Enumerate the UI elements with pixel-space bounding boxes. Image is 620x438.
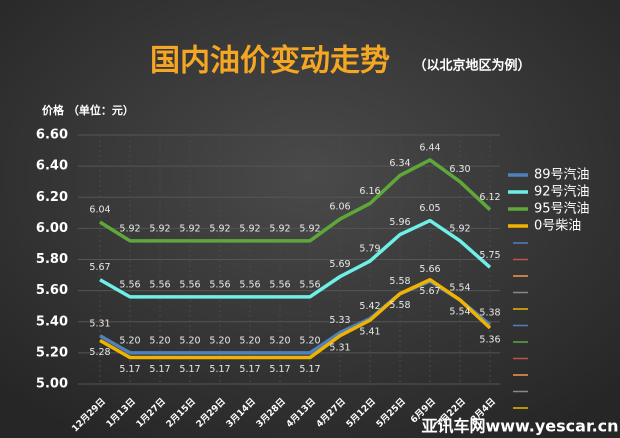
data-label: 5.20 [299,335,320,346]
data-label: 6.04 [89,205,110,216]
data-label: 6.34 [389,158,410,169]
data-label: 5.92 [449,223,470,234]
watermark: 亚讯车网www.yescar.cn [421,417,618,436]
legend-label: 0号柴油 [534,219,581,234]
data-label: 5.92 [239,223,260,234]
data-label: 5.92 [209,223,230,234]
data-label: 5.56 [299,279,320,290]
data-label: 5.17 [179,364,200,375]
y-tick-label: 6.40 [36,159,68,174]
data-label: 5.96 [389,217,410,228]
data-label: 5.20 [239,335,260,346]
data-label: 5.17 [269,364,290,375]
data-label: 5.92 [179,223,200,234]
data-label: 5.56 [269,279,290,290]
y-tick-label: 5.80 [36,252,68,267]
data-label: 5.20 [179,335,200,346]
y-axis-label: 价格 （单位：元） [42,103,134,117]
data-label: 5.17 [209,364,230,375]
data-label: 5.67 [419,286,440,297]
y-tick-label: 5.00 [36,377,68,392]
series-line [99,277,492,360]
data-label: 5.56 [209,279,230,290]
y-tick-label: 6.00 [36,221,68,236]
y-tick-label: 5.20 [36,345,68,360]
data-label: 5.92 [299,223,320,234]
data-label: 5.17 [149,364,170,375]
data-label: 5.58 [389,300,410,311]
data-label: 5.54 [449,282,470,293]
data-label: 5.42 [359,301,380,312]
data-label: 5.56 [119,279,140,290]
data-label: 5.92 [149,223,170,234]
chart-title: 国内油价变动走势 [150,44,390,79]
legend-label: 95号汽油 [534,202,590,217]
data-label: 5.38 [479,307,500,318]
data-label: 5.54 [449,306,470,317]
data-label: 5.75 [479,250,500,261]
data-label: 5.56 [149,279,170,290]
data-label: 5.20 [119,335,140,346]
data-label: 6.06 [329,202,350,213]
data-label: 5.17 [119,364,140,375]
y-tick-label: 6.20 [36,190,68,205]
data-label: 5.17 [299,364,320,375]
data-label: 5.36 [479,334,500,345]
data-label: 5.92 [269,223,290,234]
chart-subtitle: （以北京地区为例） [413,58,530,74]
data-label: 5.56 [239,279,260,290]
data-label: 5.20 [149,335,170,346]
data-label: 5.58 [389,276,410,287]
y-tick-label: 5.40 [36,314,68,329]
data-label: 5.33 [329,315,350,326]
data-label: 5.69 [329,259,350,270]
data-label: 5.20 [209,335,230,346]
y-tick-label: 6.60 [36,128,68,143]
data-label: 6.05 [419,203,440,214]
series-line [99,218,492,299]
y-tick-label: 5.60 [36,283,68,298]
data-label: 6.44 [419,142,440,153]
series-line [99,158,492,243]
data-label: 5.67 [89,262,110,273]
data-label: 5.79 [359,244,380,255]
legend-label: 89号汽油 [534,168,590,183]
data-label: 5.66 [419,264,440,275]
data-label: 5.28 [89,347,110,358]
data-label: 5.56 [179,279,200,290]
data-label: 6.30 [449,164,470,175]
data-label: 6.12 [479,192,500,203]
data-label: 5.17 [239,364,260,375]
data-label: 6.16 [359,186,380,197]
data-label: 5.92 [119,223,140,234]
data-label: 5.31 [89,318,110,329]
data-label: 5.20 [269,335,290,346]
legend-label: 92号汽油 [534,185,590,200]
data-label: 5.41 [359,327,380,338]
data-label: 5.31 [329,342,350,353]
